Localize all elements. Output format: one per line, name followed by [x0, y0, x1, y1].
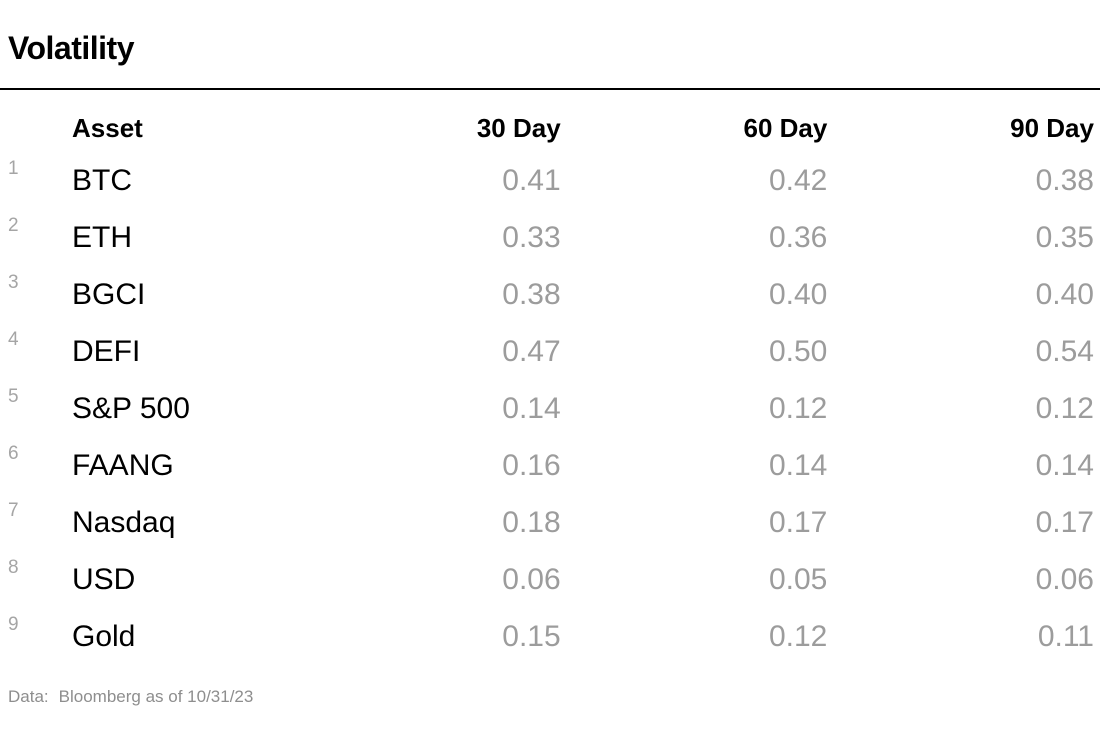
value-60day: 0.17 [768, 505, 828, 539]
row-number: 3 [8, 272, 19, 293]
column-header-90day: 90 Day [1010, 112, 1094, 143]
value-30day: 0.14 [502, 391, 561, 425]
asset-name: BTC [72, 163, 132, 197]
value-90day: 0.38 [1035, 163, 1094, 197]
asset-name: ETH [72, 220, 132, 254]
volatility-table: Asset 30 Day 60 Day 90 Day 1 BTC 0.41 0.… [0, 90, 1100, 665]
table-row: 9 Gold 0.15 0.12 0.11 [8, 608, 1094, 665]
asset-name: BGCI [72, 277, 146, 311]
value-30day: 0.41 [502, 163, 561, 197]
value-30day: 0.16 [502, 448, 561, 482]
row-number: 5 [8, 386, 19, 407]
value-30day: 0.18 [502, 505, 561, 539]
table-row: 6 FAANG 0.16 0.14 0.14 [8, 437, 1094, 494]
title-block: Volatility [0, 0, 1100, 90]
value-90day: 0.11 [1037, 619, 1094, 653]
table-row: 4 DEFI 0.47 0.50 0.54 [8, 323, 1094, 380]
value-90day: 0.14 [1035, 448, 1094, 482]
table-header-row: Asset 30 Day 60 Day 90 Day [8, 90, 1094, 152]
asset-name: Gold [72, 619, 136, 653]
asset-name: DEFI [72, 334, 141, 368]
data-source-note: Data: Bloomberg as of 10/31/23 [8, 687, 1100, 707]
asset-name: USD [72, 562, 136, 596]
asset-name: FAANG [72, 448, 174, 482]
table-row: 2 ETH 0.33 0.36 0.35 [8, 209, 1094, 266]
column-header-asset: Asset [72, 112, 143, 143]
asset-name: S&P 500 [72, 391, 190, 425]
value-90day: 0.35 [1035, 220, 1094, 254]
value-30day: 0.47 [502, 334, 561, 368]
table-row: 7 Nasdaq 0.18 0.17 0.17 [8, 494, 1094, 551]
data-source-label: Data: [8, 687, 49, 706]
value-60day: 0.50 [768, 334, 828, 368]
page-title: Volatility [8, 30, 134, 66]
value-90day: 0.12 [1035, 391, 1094, 425]
value-30day: 0.33 [502, 220, 561, 254]
value-90day: 0.17 [1035, 505, 1094, 539]
column-header-60day: 60 Day [743, 112, 828, 143]
table-row: 3 BGCI 0.38 0.40 0.40 [8, 266, 1094, 323]
table-body: 1 BTC 0.41 0.42 0.38 2 ETH 0.33 0.36 0.3… [8, 152, 1094, 665]
table-row: 8 USD 0.06 0.05 0.06 [8, 551, 1094, 608]
value-90day: 0.40 [1035, 277, 1094, 311]
value-30day: 0.06 [502, 562, 561, 596]
row-number: 1 [8, 158, 19, 179]
value-90day: 0.54 [1035, 334, 1094, 368]
value-30day: 0.38 [502, 277, 561, 311]
row-number: 6 [8, 443, 19, 464]
value-60day: 0.42 [768, 163, 828, 197]
value-90day: 0.06 [1035, 562, 1094, 596]
row-number: 9 [8, 614, 19, 635]
header-row-number-spacer [8, 104, 72, 110]
row-number: 8 [8, 557, 19, 578]
data-source-text: Bloomberg as of 10/31/23 [58, 687, 254, 706]
table-row: 1 BTC 0.41 0.42 0.38 [8, 152, 1094, 209]
value-60day: 0.12 [768, 391, 828, 425]
value-30day: 0.15 [502, 619, 561, 653]
asset-name: Nasdaq [72, 505, 176, 539]
value-60day: 0.05 [768, 562, 828, 596]
value-60day: 0.40 [768, 277, 828, 311]
value-60day: 0.14 [768, 448, 828, 482]
row-number: 4 [8, 329, 19, 350]
row-number: 2 [8, 215, 19, 236]
value-60day: 0.36 [768, 220, 828, 254]
column-header-30day: 30 Day [476, 112, 561, 143]
row-number: 7 [8, 500, 19, 521]
table-row: 5 S&P 500 0.14 0.12 0.12 [8, 380, 1094, 437]
value-60day: 0.12 [768, 619, 828, 653]
